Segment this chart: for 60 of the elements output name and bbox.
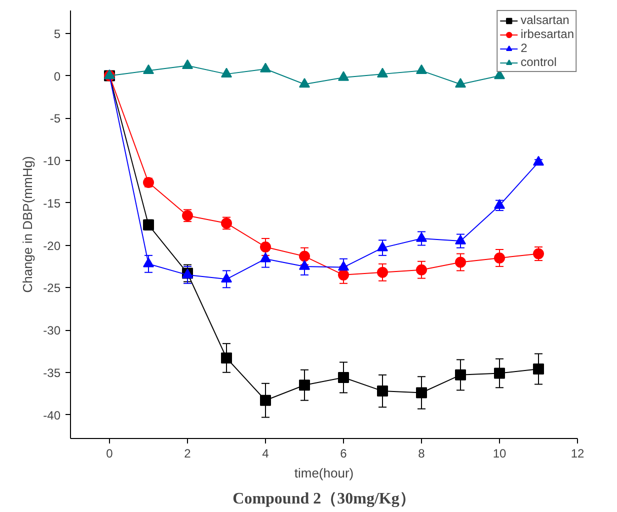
y-axis-title: Change in DBP(mmHg) xyxy=(20,156,36,293)
point xyxy=(455,256,466,268)
legend-label: valsartan xyxy=(520,13,570,27)
point xyxy=(533,156,544,166)
point xyxy=(338,269,349,280)
legend-label: 2 xyxy=(520,41,528,55)
point xyxy=(494,69,505,80)
point xyxy=(338,71,349,81)
point xyxy=(260,241,271,252)
point xyxy=(260,252,271,262)
point xyxy=(299,78,310,88)
y-tick-label: -30 xyxy=(43,324,61,338)
x-tick-label: 0 xyxy=(106,446,114,460)
point xyxy=(182,59,193,69)
y-tick-label: -35 xyxy=(43,366,61,380)
point xyxy=(377,386,388,397)
y-tick-label: -40 xyxy=(43,408,61,422)
point xyxy=(416,264,427,276)
point xyxy=(494,368,505,379)
point xyxy=(455,369,466,380)
x-tick-label: 10 xyxy=(492,446,506,460)
point xyxy=(143,64,154,74)
y-tick-label: -10 xyxy=(43,154,61,168)
text: Compound 2（30mg/Kg） xyxy=(232,490,416,508)
y-tick-label: 0 xyxy=(54,69,61,84)
x-tick-label: 8 xyxy=(418,446,426,460)
point xyxy=(533,364,544,375)
y-tick-label: -5 xyxy=(50,112,61,126)
point xyxy=(221,68,232,78)
y-tick-label: -15 xyxy=(43,196,61,210)
point xyxy=(455,234,466,244)
point xyxy=(221,272,232,283)
point xyxy=(260,394,271,406)
point xyxy=(143,258,154,268)
y-tick-label: -25 xyxy=(43,281,61,296)
point xyxy=(416,64,427,74)
point xyxy=(494,252,505,264)
point xyxy=(299,250,310,262)
point xyxy=(260,62,271,72)
x-tick-label: 4 xyxy=(262,446,270,460)
x-tick-label: 12 xyxy=(570,446,584,460)
point xyxy=(299,380,310,391)
y-tick-label: 5 xyxy=(54,26,61,41)
point xyxy=(377,242,388,252)
y-tick-label: -20 xyxy=(43,238,61,253)
x-axis-title: time(hour) xyxy=(294,466,354,480)
point xyxy=(455,78,466,88)
point xyxy=(338,261,349,271)
legend-label: control xyxy=(520,55,557,69)
point xyxy=(494,199,505,209)
point xyxy=(299,260,310,270)
point xyxy=(416,387,427,398)
point xyxy=(377,68,388,78)
point xyxy=(221,352,232,364)
point xyxy=(377,266,388,278)
legend-label: irbesartan xyxy=(520,27,574,41)
point xyxy=(416,232,427,242)
x-tick-label: 6 xyxy=(340,446,348,460)
point xyxy=(338,372,349,383)
x-tick-label: 2 xyxy=(184,446,192,460)
